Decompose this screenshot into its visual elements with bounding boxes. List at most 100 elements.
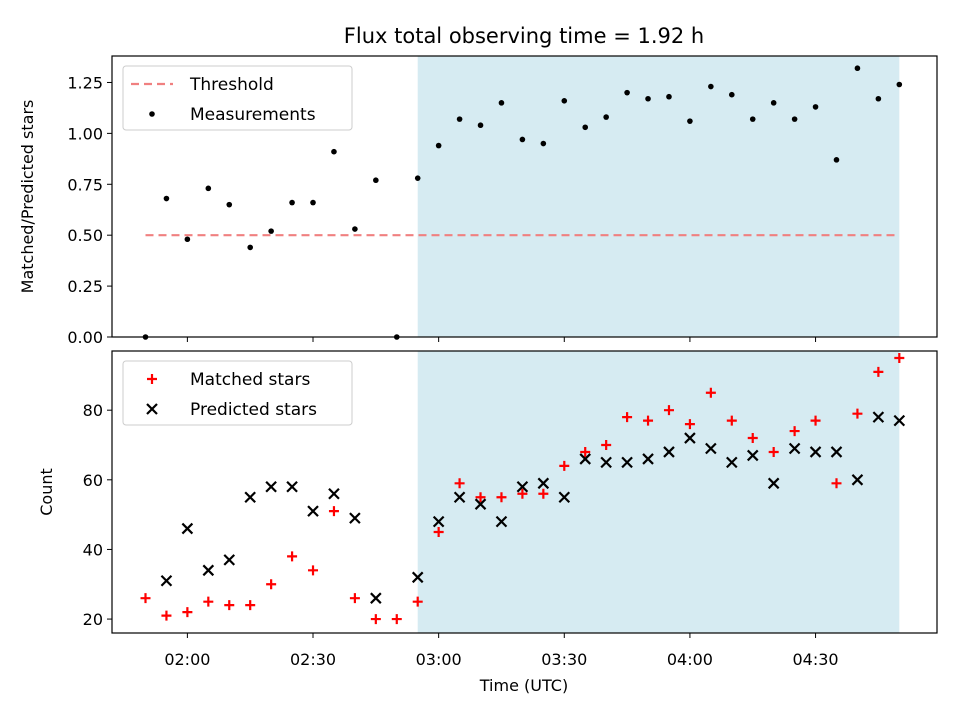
data-point [831,478,842,489]
data-point [812,104,819,110]
x-tick-label: 02:00 [164,650,210,669]
data-point [728,91,735,98]
data-point [245,600,256,611]
data-point [498,100,505,106]
data-point [391,614,402,625]
data-point [559,460,570,471]
data-point [331,148,337,155]
y-axis-label: Matched/Predicted stars [18,100,37,294]
data-point [579,453,592,465]
x-axis-label: Time (UTC) [479,676,568,695]
legend-box [122,65,353,131]
data-point [726,456,738,469]
x-tick-label: 02:30 [290,650,336,669]
y-tick-label: 0.75 [67,175,103,194]
data-point [854,65,861,72]
y-tick-label: 0.00 [67,328,103,347]
y-tick-label: 20 [83,610,103,629]
data-point [226,201,233,208]
data-point [810,415,821,426]
top-panel: 0.00 0.25 0.50 0.75 1.00 1.25 Matched/Predicte… [18,55,938,347]
y-tick-label: 0.25 [67,277,103,296]
data-point [266,579,277,590]
data-point [558,491,571,503]
legend-label: Matched stars [190,370,310,390]
data-point [645,95,651,102]
y-tick-label: 80 [83,401,103,420]
x-tick-label: 03:00 [416,650,462,669]
y-tick-label: 40 [83,540,103,559]
data-point [621,456,633,469]
data-point [601,440,612,450]
y-tick-label: 1.25 [67,73,103,92]
data-point [767,477,780,490]
data-point [247,244,253,251]
data-point [310,199,316,206]
series-plus [140,352,905,625]
data-point [474,498,487,510]
data-point [894,352,905,363]
data-point [328,506,339,517]
data-point [181,522,194,535]
data-point [454,478,465,489]
bottom-panel: 20 40 60 80 Count Matched stars Predicted star… [37,350,938,638]
data-point [224,600,235,611]
y-tick-label: 0.50 [67,226,103,245]
data-point [140,593,151,604]
data-point [517,488,528,499]
data-point [603,114,609,120]
x-tick-label: 04:00 [667,650,713,669]
data-point [768,446,779,457]
y-axis-label: Count [37,468,56,516]
data-point [265,481,277,493]
data-point [268,228,274,234]
data-point [223,554,236,566]
data-point [561,97,568,104]
chart-title: Flux total observing time = 1.92 h [344,24,704,48]
legend: Threshold Measurements [122,65,353,131]
data-point [684,432,696,444]
data-point [456,116,463,122]
data-point [833,157,840,163]
data-point [149,111,155,117]
data-point [349,512,361,524]
data-point [726,415,737,426]
data-point [538,488,549,499]
axes-frame [111,55,938,338]
data-point [244,491,256,503]
data-point [160,575,173,587]
legend: Matched stars Predicted stars [122,360,353,426]
data-point [146,403,158,415]
shaded-region [417,56,900,337]
data-point [182,607,193,618]
data-point [872,411,885,423]
data-point [580,446,591,457]
data-point [747,433,758,444]
x-tick-label: 04:30 [792,650,838,669]
data-point [477,122,484,129]
data-point [432,515,445,528]
data-point [749,116,756,122]
series-dot [142,65,903,340]
data-point [308,565,319,576]
data-point [161,610,172,621]
data-point [746,449,759,462]
data-point [163,195,170,202]
data-point [540,140,547,147]
data-point [286,481,298,493]
y-tick-label: 60 [83,471,103,490]
data-point [708,83,714,90]
data-point [830,446,843,458]
data-point [373,177,379,184]
data-point [663,446,675,458]
data-point [851,474,864,486]
data-point [412,596,423,607]
data-point [433,527,444,538]
data-point [184,236,191,243]
data-point [435,142,442,149]
data-point [666,93,672,100]
data-point [809,446,822,458]
data-point [873,366,884,377]
data-point [203,596,214,607]
